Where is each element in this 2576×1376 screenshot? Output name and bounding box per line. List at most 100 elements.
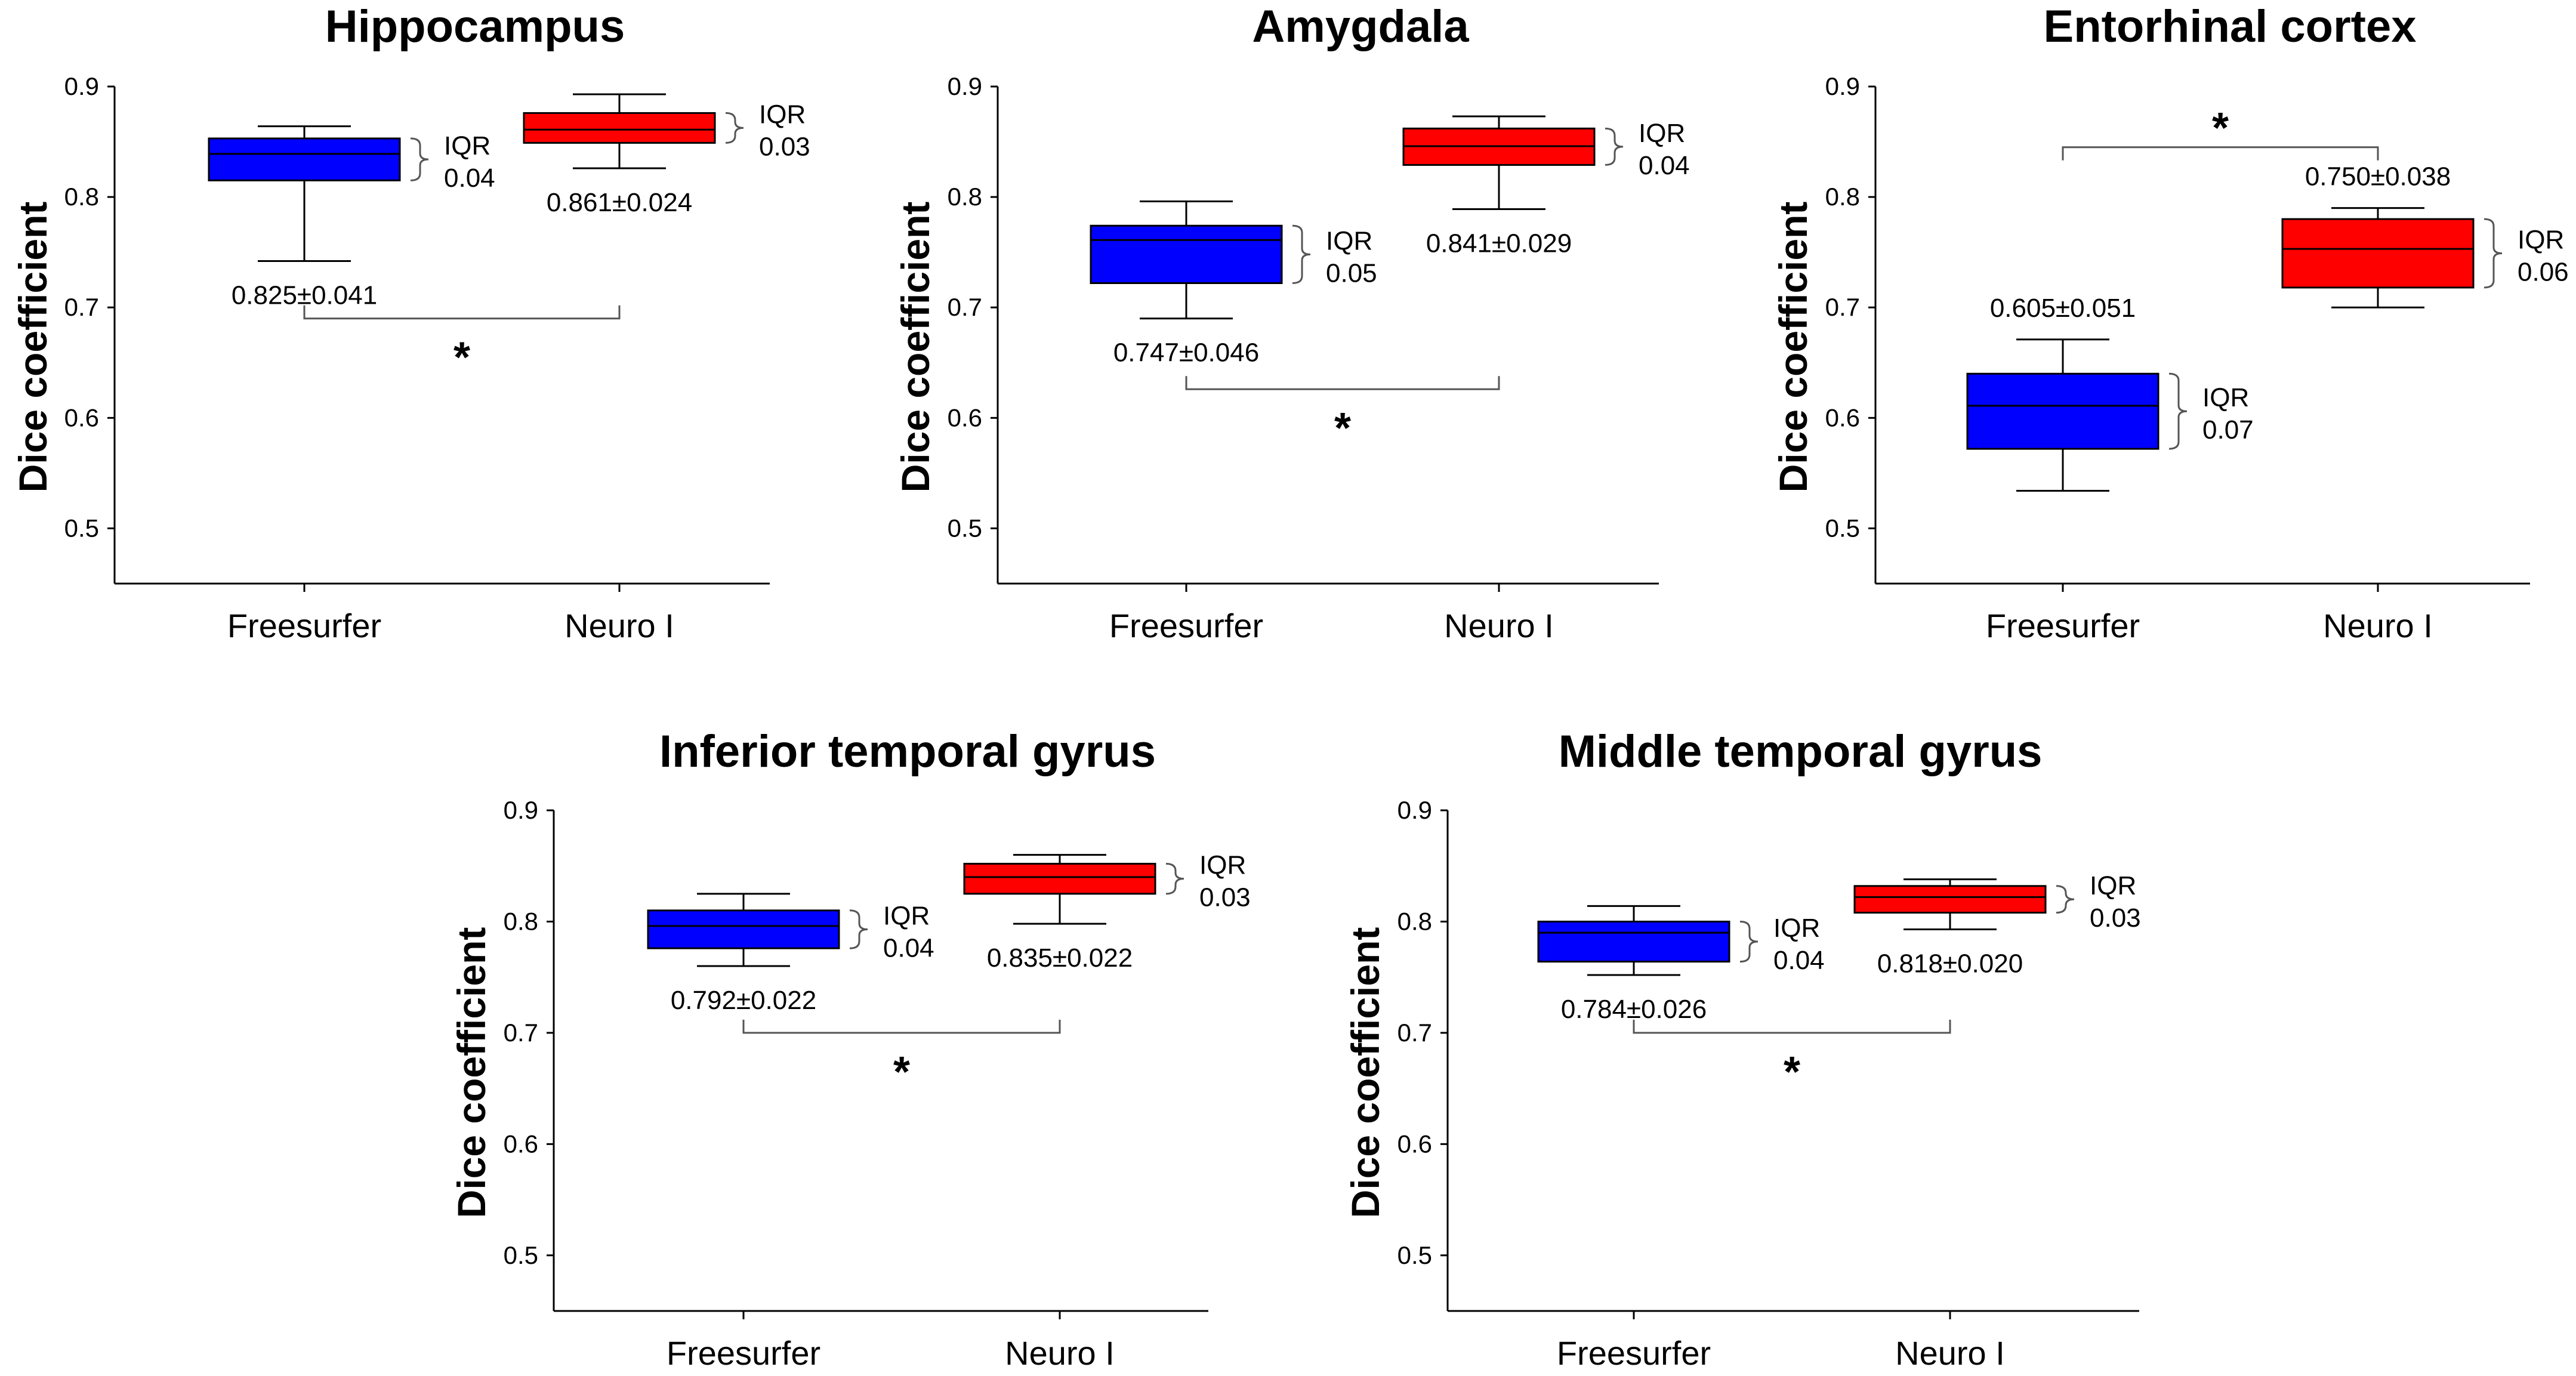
mean-sd-label-neuro-i: 0.835±0.022 xyxy=(987,943,1133,973)
y-tick-label: 0.7 xyxy=(1397,1019,1432,1047)
x-tick-label-neuro-i: Neuro I xyxy=(1444,607,1554,644)
iqr-value-neuro-i: 0.04 xyxy=(1639,151,1690,180)
significance-bracket xyxy=(1185,376,1500,390)
iqr-bracket-neuro-i xyxy=(725,112,744,144)
significance-star: * xyxy=(1334,405,1351,452)
significance-star: * xyxy=(2212,104,2229,152)
y-tick-label: 0.6 xyxy=(948,403,982,431)
y-axis-label: Dice coefficient xyxy=(1771,202,1815,493)
mean-sd-label-neuro-i: 0.841±0.029 xyxy=(1426,229,1572,258)
y-tick-label: 0.8 xyxy=(504,907,538,935)
x-tick-label-neuro-i: Neuro I xyxy=(1005,1334,1115,1372)
x-tick-label-freesurfer: Freesurfer xyxy=(227,607,381,644)
y-tick-label: 0.8 xyxy=(948,183,982,211)
y-tick-label: 0.5 xyxy=(1825,514,1860,542)
y-tick-label: 0.5 xyxy=(1397,1241,1432,1269)
chart-panel-2: Amygdala Dice coefficient 0.5 0.6 0.7 0.8 0.9 F… xyxy=(893,1,1690,644)
mean-sd-label-neuro-i: 0.861±0.024 xyxy=(547,188,692,217)
box-neuro-i xyxy=(1853,885,2047,914)
y-tick-label: 0.7 xyxy=(1825,293,1860,321)
chart-panel-1: Hippocampus Dice coefficient 0.5 0.6 0.7 0.8 0… xyxy=(11,1,810,644)
y-axis-label: Dice coefficient xyxy=(449,927,493,1218)
panel-title: Middle temporal gyrus xyxy=(1559,726,2043,777)
significance-bracket xyxy=(2062,146,2379,161)
significance-bracket xyxy=(742,1019,1061,1034)
panel-title: Entorhinal cortex xyxy=(2044,1,2417,52)
iqr-value-freesurfer: 0.07 xyxy=(2202,415,2254,445)
iqr-label-neuro-i: IQR xyxy=(1199,851,1246,880)
y-tick-label: 0.8 xyxy=(1397,907,1432,935)
iqr-value-neuro-i: 0.03 xyxy=(1199,883,1251,912)
chart-panel-5: Middle temporal gyrus Dice coefficient 0.5… xyxy=(1343,726,2141,1372)
y-tick-label: 0.5 xyxy=(64,514,99,542)
box-freesurfer xyxy=(1090,224,1283,284)
panel-title: Amygdala xyxy=(1252,1,1469,52)
iqr-bracket-freesurfer xyxy=(1292,224,1311,284)
y-tick-label: 0.5 xyxy=(504,1241,538,1269)
iqr-value-neuro-i: 0.03 xyxy=(2090,903,2141,933)
significance-star: * xyxy=(893,1048,910,1096)
iqr-bracket-freesurfer xyxy=(849,909,868,949)
y-tick-label: 0.9 xyxy=(504,796,538,824)
iqr-label-neuro-i: IQR xyxy=(2090,871,2136,900)
y-tick-label: 0.7 xyxy=(64,293,99,321)
iqr-label-freesurfer: IQR xyxy=(444,131,490,161)
significance-star: * xyxy=(454,334,470,382)
iqr-bracket-neuro-i xyxy=(2056,885,2075,914)
iqr-value-neuro-i: 0.03 xyxy=(759,132,810,161)
x-tick-label-neuro-i: Neuro I xyxy=(2323,607,2433,644)
x-tick-label-freesurfer: Freesurfer xyxy=(1986,607,2140,644)
iqr-value-freesurfer: 0.04 xyxy=(883,933,934,962)
x-tick-label-neuro-i: Neuro I xyxy=(564,607,674,644)
mean-sd-label-freesurfer: 0.605±0.051 xyxy=(1990,294,2136,323)
significance-bracket xyxy=(1633,1019,1951,1034)
iqr-bracket-neuro-i xyxy=(1165,862,1184,895)
chart-panel-4: Inferior temporal gyrus Dice coefficient 0… xyxy=(449,726,1251,1372)
iqr-label-neuro-i: IQR xyxy=(2518,226,2564,255)
y-tick-label: 0.6 xyxy=(1825,403,1860,431)
iqr-bracket-freesurfer xyxy=(410,137,429,181)
iqr-bracket-neuro-i xyxy=(1605,127,1624,166)
iqr-label-neuro-i: IQR xyxy=(759,100,806,129)
mean-sd-label-neuro-i: 0.750±0.038 xyxy=(2305,162,2451,192)
iqr-value-neuro-i: 0.06 xyxy=(2518,258,2569,287)
iqr-label-freesurfer: IQR xyxy=(1326,226,1372,255)
y-tick-label: 0.7 xyxy=(504,1019,538,1047)
y-tick-label: 0.9 xyxy=(64,72,99,100)
iqr-label-freesurfer: IQR xyxy=(1773,914,1820,943)
mean-sd-label-neuro-i: 0.818±0.020 xyxy=(1877,949,2023,978)
x-tick-label-neuro-i: Neuro I xyxy=(1895,1334,2005,1372)
y-tick-label: 0.5 xyxy=(948,514,982,542)
y-axis-label: Dice coefficient xyxy=(1343,927,1387,1218)
y-tick-label: 0.8 xyxy=(1825,183,1860,211)
significance-star: * xyxy=(1784,1048,1800,1096)
panel-title: Inferior temporal gyrus xyxy=(659,726,1156,777)
x-tick-label-freesurfer: Freesurfer xyxy=(1109,607,1263,644)
iqr-value-freesurfer: 0.04 xyxy=(444,163,495,193)
y-tick-label: 0.9 xyxy=(1825,72,1860,100)
x-tick-label-freesurfer: Freesurfer xyxy=(1557,1334,1711,1372)
y-tick-label: 0.9 xyxy=(948,72,982,100)
mean-sd-label-freesurfer: 0.825±0.041 xyxy=(232,280,377,310)
y-axis-label: Dice coefficient xyxy=(11,202,55,493)
mean-sd-label-freesurfer: 0.784±0.026 xyxy=(1561,995,1707,1024)
iqr-bracket-freesurfer xyxy=(2168,372,2188,450)
x-tick-label-freesurfer: Freesurfer xyxy=(667,1334,820,1372)
box-neuro-i xyxy=(523,112,716,144)
mean-sd-label-freesurfer: 0.792±0.022 xyxy=(671,986,816,1015)
panel-title: Hippocampus xyxy=(325,1,625,52)
box-freesurfer xyxy=(647,909,840,949)
iqr-label-freesurfer: IQR xyxy=(2202,383,2249,412)
y-tick-label: 0.8 xyxy=(64,183,99,211)
box-freesurfer xyxy=(208,137,401,181)
y-tick-label: 0.6 xyxy=(1397,1130,1432,1158)
box-freesurfer xyxy=(1966,372,2159,450)
iqr-label-freesurfer: IQR xyxy=(883,901,930,930)
y-axis-label: Dice coefficient xyxy=(893,202,937,493)
iqr-value-freesurfer: 0.05 xyxy=(1326,258,1377,288)
mean-sd-label-freesurfer: 0.747±0.046 xyxy=(1113,338,1259,368)
iqr-bracket-neuro-i xyxy=(2484,218,2503,289)
